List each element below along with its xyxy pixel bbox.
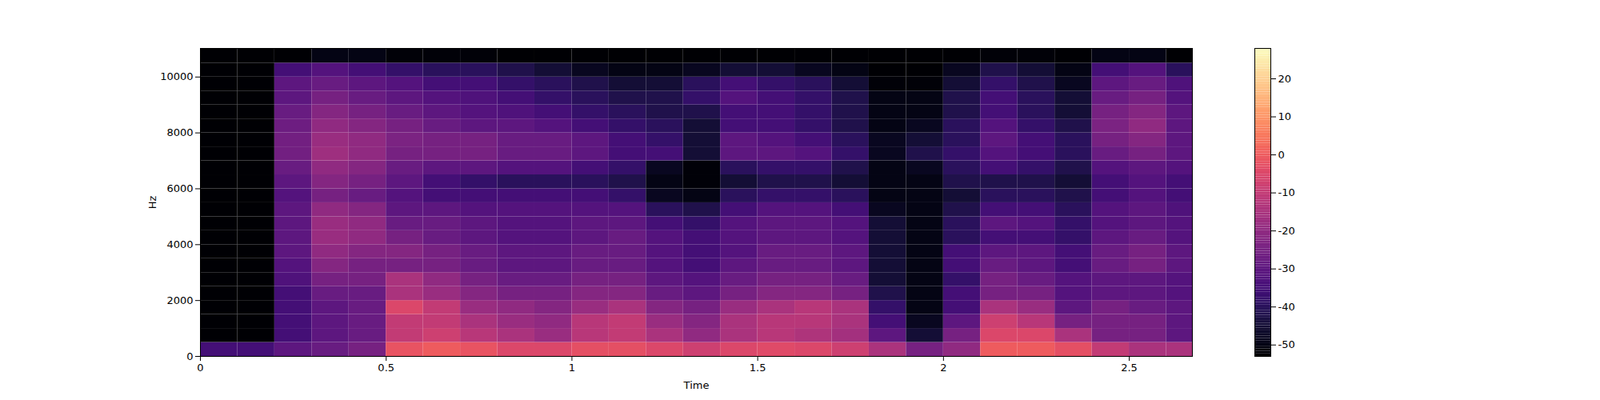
svg-text:0.5: 0.5 bbox=[377, 361, 395, 374]
svg-text:8000: 8000 bbox=[166, 126, 193, 139]
svg-text:2000: 2000 bbox=[166, 294, 193, 307]
svg-text:-30: -30 bbox=[1278, 262, 1296, 275]
svg-text:0: 0 bbox=[1278, 148, 1285, 161]
svg-text:2.5: 2.5 bbox=[1120, 361, 1138, 374]
svg-text:Hz: Hz bbox=[146, 196, 159, 210]
svg-text:0: 0 bbox=[186, 350, 193, 363]
svg-text:-20: -20 bbox=[1278, 224, 1296, 237]
svg-text:-40: -40 bbox=[1278, 300, 1296, 313]
svg-text:-10: -10 bbox=[1278, 186, 1296, 199]
svg-text:1: 1 bbox=[568, 361, 576, 374]
svg-text:1.5: 1.5 bbox=[749, 361, 767, 374]
svg-text:20: 20 bbox=[1278, 72, 1292, 85]
svg-text:4000: 4000 bbox=[166, 238, 193, 251]
svg-text:6000: 6000 bbox=[166, 182, 193, 195]
svg-text:-50: -50 bbox=[1278, 338, 1296, 351]
svg-text:2: 2 bbox=[940, 361, 947, 374]
svg-text:0: 0 bbox=[196, 361, 204, 374]
svg-text:Time: Time bbox=[683, 379, 710, 392]
svg-text:10: 10 bbox=[1278, 110, 1292, 123]
svg-text:10000: 10000 bbox=[160, 70, 193, 83]
